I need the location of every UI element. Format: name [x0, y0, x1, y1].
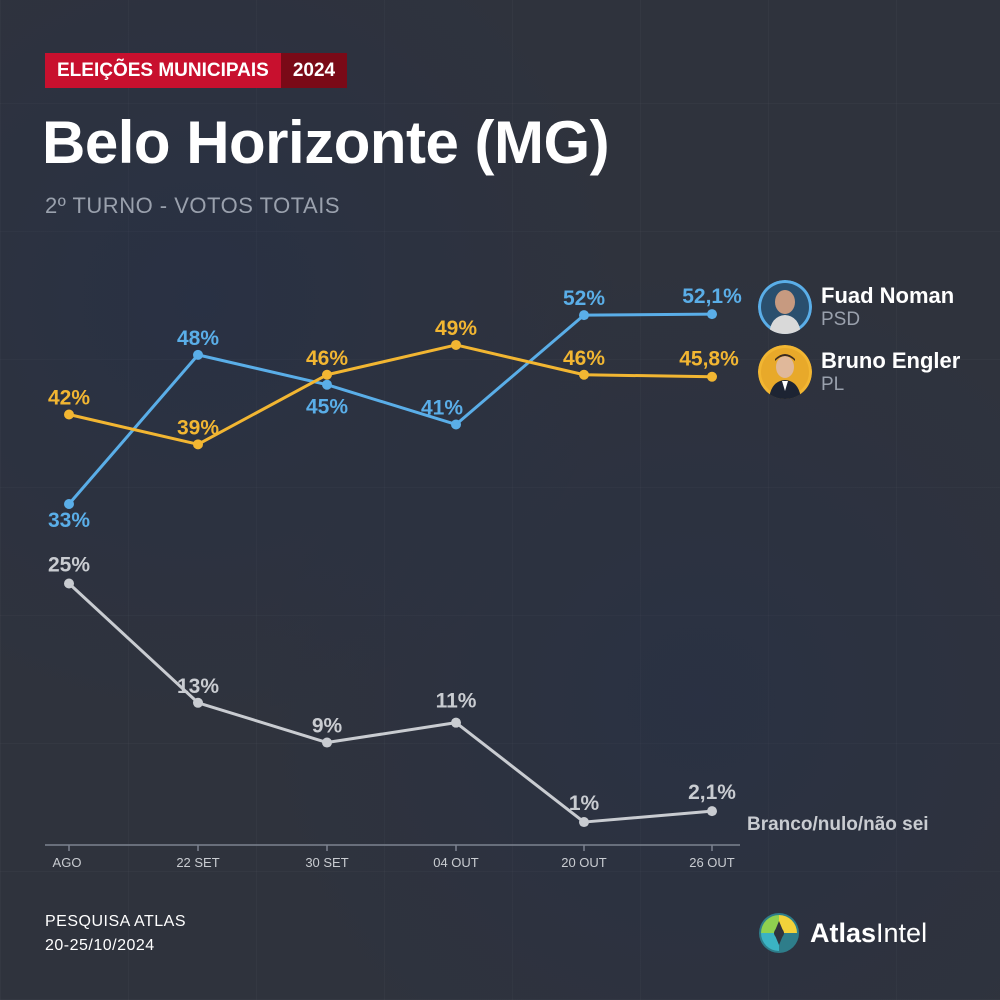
source-dates: 20-25/10/2024 [45, 937, 155, 954]
data-point [707, 309, 717, 320]
data-point [64, 409, 74, 420]
data-label: 13% [177, 675, 219, 698]
data-point [322, 737, 332, 748]
page-subtitle: 2º TURNO - VOTOS TOTAIS [45, 193, 340, 218]
x-tick-label: 04 OUT [433, 855, 479, 870]
candidate-name: Fuad Noman [821, 283, 955, 308]
data-label: 41% [421, 396, 463, 419]
data-label: 46% [306, 347, 348, 370]
data-point [322, 369, 332, 380]
data-label: 11% [436, 690, 477, 713]
data-label: 39% [177, 416, 219, 439]
series-line [68, 343, 713, 446]
data-point [193, 349, 203, 360]
x-tick-label: 26 OUT [689, 855, 735, 870]
source-note: PESQUISA ATLAS 20-25/10/2024 [45, 910, 186, 958]
data-point [64, 498, 74, 509]
series-label-branco: Branco/nulo/não sei [747, 814, 929, 835]
data-point [579, 369, 589, 380]
candidate-fuad-noman: Fuad Noman PSD [758, 280, 954, 334]
data-label: 25% [48, 554, 90, 577]
atlasintel-logo: AtlasIntel [758, 912, 927, 954]
candidate-party: PL [821, 374, 845, 395]
data-label: 9% [312, 715, 343, 738]
data-point [322, 379, 332, 390]
election-tag-label: ELEIÇÕES MUNICIPAIS [45, 53, 281, 88]
data-label: 2,1% [688, 781, 736, 804]
data-label: 48% [177, 327, 219, 350]
data-point [64, 578, 74, 589]
x-tick-label: 22 SET [176, 855, 219, 870]
data-label: 52,1% [682, 285, 742, 308]
x-tick-label: AGO [53, 855, 82, 870]
data-point [451, 717, 461, 728]
series-line [67, 312, 713, 505]
source-name: PESQUISA ATLAS [45, 913, 186, 930]
candidate-bruno-engler: Bruno Engler PL [758, 345, 960, 399]
x-tick-label: 20 OUT [561, 855, 607, 870]
election-year: 2024 [280, 53, 348, 88]
data-point [579, 310, 589, 321]
candidate-party: PSD [821, 309, 861, 330]
data-label: 45% [306, 396, 348, 419]
series-line [67, 582, 713, 824]
data-label: 45,8% [679, 348, 739, 371]
data-point [193, 697, 203, 708]
data-point [707, 371, 717, 382]
data-label: 52% [563, 287, 605, 310]
data-point [707, 806, 717, 817]
atlas-logo-icon [759, 913, 799, 953]
election-tag: ELEIÇÕES MUNICIPAIS 2024 [45, 53, 348, 88]
data-label: 33% [48, 509, 90, 532]
brand-name: AtlasIntel [810, 917, 928, 948]
data-label: 46% [563, 347, 605, 370]
data-point [451, 339, 461, 350]
x-tick-label: 30 SET [305, 855, 348, 870]
avatar [758, 345, 812, 399]
data-point [579, 817, 589, 828]
avatar [758, 280, 812, 334]
candidate-name: Bruno Engler [821, 348, 961, 373]
data-label: 1% [569, 792, 600, 815]
data-label: 42% [48, 387, 90, 410]
data-point [193, 439, 203, 450]
data-point [451, 419, 461, 430]
data-label: 49% [435, 317, 477, 340]
page-title: Belo Horizonte (MG) [42, 109, 610, 176]
